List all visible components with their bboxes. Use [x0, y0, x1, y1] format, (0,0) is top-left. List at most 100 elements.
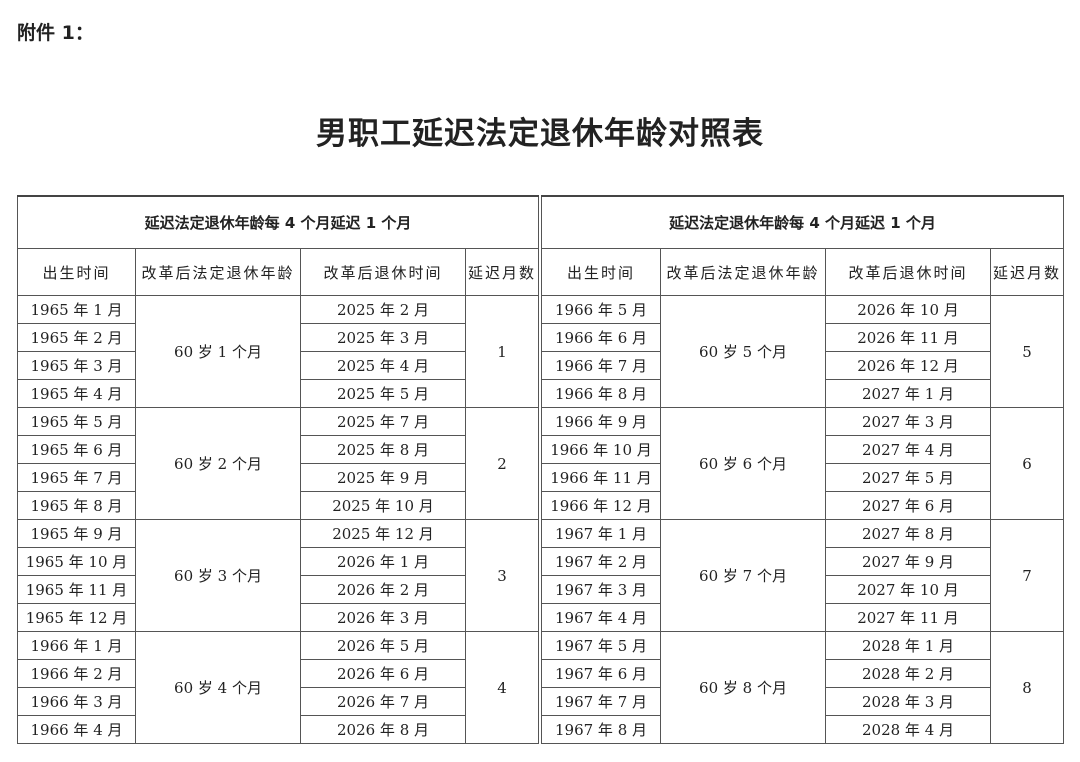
retirement-time-cell: 2026 年 7 月 [300, 687, 466, 716]
table-row: 1967 年 3 月 2027 年 10 月 [541, 575, 1064, 604]
birth-time-cell: 1966 年 10 月 [541, 435, 661, 464]
birth-time-cell: 1967 年 3 月 [541, 575, 661, 604]
page-title: 男职工延迟法定退休年龄对照表 [316, 116, 764, 152]
retirement-time-header: 改革后退休时间 [825, 248, 991, 296]
birth-time-cell: 1966 年 2 月 [17, 659, 136, 688]
retirement-age-cell: 60 岁 6 个月 [660, 407, 826, 520]
birth-time-cell: 1965 年 10 月 [17, 547, 136, 576]
retirement-time-cell: 2027 年 1 月 [825, 379, 991, 408]
retirement-time-cell: 2027 年 10 月 [825, 575, 991, 604]
retirement-time-cell: 2026 年 2 月 [300, 575, 466, 604]
retirement-age-header: 改革后法定退休年龄 [135, 248, 301, 296]
retirement-time-cell: 2026 年 3 月 [300, 603, 466, 632]
group-header: 延迟法定退休年龄每 4 个月延迟 1 个月 [16, 195, 540, 249]
delay-months-header: 延迟月数 [464, 248, 540, 296]
table-row: 1966 年 10 月 2027 年 4 月 [541, 435, 1064, 464]
retirement-table-left: 延迟法定退休年龄每 4 个月延迟 1 个月 出生时间 改革后法定退休年龄 改革后退休时… [16, 195, 540, 744]
table-row: 1965 年 2 月 2025 年 3 月 [17, 323, 539, 352]
column-header-row: 出生时间 改革后法定退休年龄 改革后退休时间 延迟月数 [17, 248, 540, 296]
birth-time-cell: 1966 年 12 月 [541, 491, 661, 520]
birth-time-cell: 1965 年 8 月 [17, 491, 136, 520]
birth-time-cell: 1967 年 7 月 [541, 687, 661, 716]
birth-time-cell: 1966 年 1 月 [17, 631, 136, 660]
retirement-table-right: 延迟法定退休年龄每 4 个月延迟 1 个月 出生时间 改革后法定退休年龄 改革后退休时… [540, 195, 1065, 744]
retirement-time-cell: 2026 年 10 月 [825, 295, 991, 324]
retirement-age-header: 改革后法定退休年龄 [660, 248, 826, 296]
retirement-time-cell: 2025 年 8 月 [300, 435, 466, 464]
table-row: 1967 年 6 月 2028 年 2 月 [541, 659, 1064, 688]
birth-time-cell: 1966 年 5 月 [541, 295, 661, 324]
birth-time-cell: 1965 年 7 月 [17, 463, 136, 492]
retirement-time-cell: 2025 年 3 月 [300, 323, 466, 352]
birth-time-cell: 1967 年 8 月 [541, 715, 661, 744]
birth-time-cell: 1967 年 4 月 [541, 603, 661, 632]
birth-time-cell: 1966 年 4 月 [17, 715, 136, 744]
retirement-time-cell: 2027 年 4 月 [825, 435, 991, 464]
retirement-time-cell: 2028 年 3 月 [825, 687, 991, 716]
birth-time-cell: 1967 年 6 月 [541, 659, 661, 688]
retirement-time-cell: 2027 年 8 月 [825, 519, 991, 548]
table-row: 1967 年 8 月 2028 年 4 月 [541, 715, 1064, 744]
group-header: 延迟法定退休年龄每 4 个月延迟 1 个月 [540, 195, 1065, 249]
birth-time-cell: 1966 年 9 月 [541, 407, 661, 436]
birth-time-header: 出生时间 [17, 248, 136, 296]
retirement-time-cell: 2025 年 12 月 [300, 519, 466, 548]
table-row: 1965 年 8 月 2025 年 10 月 [17, 491, 539, 520]
table-row: 1966 年 11 月 2027 年 5 月 [541, 463, 1064, 492]
birth-time-cell: 1965 年 1 月 [17, 295, 136, 324]
retirement-age-cell: 60 岁 1 个月 [135, 295, 301, 408]
table-row: 1965 年 11 月 2026 年 2 月 [17, 575, 539, 604]
table-row: 1965 年 6 月 2025 年 8 月 [17, 435, 539, 464]
column-header-row: 出生时间 改革后法定退休年龄 改革后退休时间 延迟月数 [541, 248, 1065, 296]
birth-time-cell: 1966 年 3 月 [17, 687, 136, 716]
retirement-time-cell: 2025 年 4 月 [300, 351, 466, 380]
group-header-row: 延迟法定退休年龄每 4 个月延迟 1 个月 [540, 195, 1065, 249]
table-row: 1965 年 3 月 2025 年 4 月 [17, 351, 539, 380]
retirement-time-cell: 2026 年 5 月 [300, 631, 466, 660]
retirement-time-cell: 2027 年 6 月 [825, 491, 991, 520]
retirement-time-cell: 2025 年 10 月 [300, 491, 466, 520]
birth-time-cell: 1967 年 1 月 [541, 519, 661, 548]
retirement-time-cell: 2025 年 7 月 [300, 407, 466, 436]
birth-time-cell: 1965 年 3 月 [17, 351, 136, 380]
table-row: 1965 年 7 月 2025 年 9 月 [17, 463, 539, 492]
retirement-age-cell: 60 岁 5 个月 [660, 295, 826, 408]
retirement-age-cell: 60 岁 3 个月 [135, 519, 301, 632]
birth-time-cell: 1965 年 12 月 [17, 603, 136, 632]
retirement-time-cell: 2025 年 9 月 [300, 463, 466, 492]
birth-time-header: 出生时间 [541, 248, 661, 296]
birth-time-cell: 1965 年 6 月 [17, 435, 136, 464]
retirement-time-header: 改革后退休时间 [300, 248, 466, 296]
birth-time-cell: 1965 年 9 月 [17, 519, 136, 548]
delay-months-cell: 6 [989, 407, 1065, 520]
birth-time-cell: 1967 年 2 月 [541, 547, 661, 576]
table-row: 1966 年 8 月 2027 年 1 月 [541, 379, 1064, 408]
retirement-age-cell: 60 岁 4 个月 [135, 631, 301, 744]
table-row: 1967 年 7 月 2028 年 3 月 [541, 687, 1064, 716]
birth-time-cell: 1967 年 5 月 [541, 631, 661, 660]
retirement-time-cell: 2025 年 2 月 [300, 295, 466, 324]
birth-time-cell: 1966 年 8 月 [541, 379, 661, 408]
retirement-time-cell: 2028 年 1 月 [825, 631, 991, 660]
group-header-row: 延迟法定退休年龄每 4 个月延迟 1 个月 [16, 195, 540, 249]
delay-months-cell: 3 [464, 519, 540, 632]
retirement-time-cell: 2026 年 11 月 [825, 323, 991, 352]
birth-time-cell: 1965 年 2 月 [17, 323, 136, 352]
delay-months-cell: 4 [464, 631, 540, 744]
delay-months-cell: 1 [464, 295, 540, 408]
retirement-time-cell: 2027 年 9 月 [825, 547, 991, 576]
retirement-time-cell: 2027 年 3 月 [825, 407, 991, 436]
birth-time-cell: 1966 年 11 月 [541, 463, 661, 492]
delay-months-header: 延迟月数 [989, 248, 1065, 296]
delay-months-cell: 8 [989, 631, 1065, 744]
table-row: 1965 年 4 月 2025 年 5 月 [17, 379, 539, 408]
retirement-time-cell: 2025 年 5 月 [300, 379, 466, 408]
birth-time-cell: 1965 年 4 月 [17, 379, 136, 408]
table-row: 1965 年 10 月 2026 年 1 月 [17, 547, 539, 576]
